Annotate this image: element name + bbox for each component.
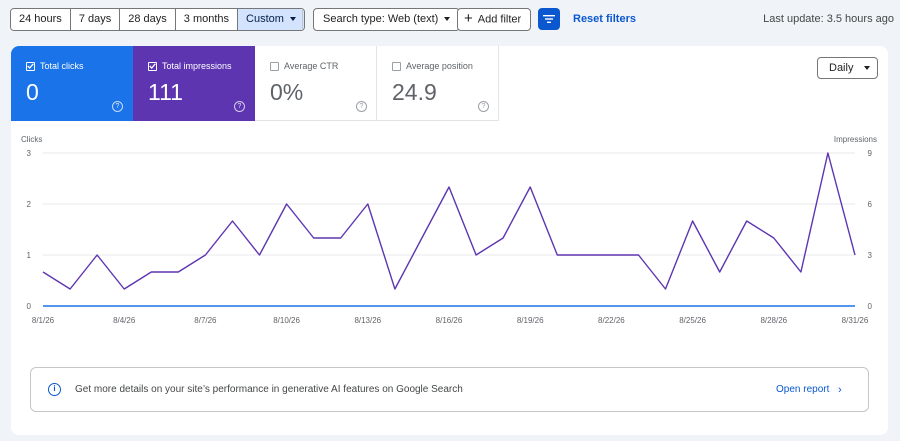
y-right-tick-label: 0 [868,302,873,311]
x-tick-label: 8/13/26 [354,316,381,325]
metric-average-position[interactable]: Average position 24.9 ? [377,46,499,121]
metric-total-impressions[interactable]: Total impressions 111 ? [133,46,255,121]
reset-filters-link[interactable]: Reset filters [573,13,636,25]
add-filter-button[interactable]: + Add filter [457,8,532,31]
range-custom-button[interactable]: Custom [238,9,304,30]
caret-down-icon [289,17,296,22]
metric-label: Average CTR [284,61,339,71]
x-tick-label: 8/10/26 [273,316,300,325]
search-type-label: Search type: Web (text) [323,13,439,25]
metric-header: Total impressions [148,61,232,71]
x-tick-label: 8/1/26 [32,316,55,325]
checkbox-checked-icon[interactable] [148,61,157,71]
metric-label: Total clicks [40,61,84,71]
metric-value: 0% [270,79,304,105]
range-3-months-button[interactable]: 3 months [175,9,239,30]
granularity-dropdown[interactable]: Daily [817,57,878,79]
metric-average-ctr[interactable]: Average CTR 0% ? [255,46,377,121]
checkbox-checked-icon[interactable] [26,61,35,71]
x-tick-label: 8/31/26 [842,316,869,325]
y-right-tick-label: 6 [868,200,873,209]
x-tick-label: 8/7/26 [194,316,217,325]
x-tick-label: 8/16/26 [436,316,463,325]
filter-icon [543,15,555,23]
caret-down-icon [864,66,870,70]
metric-total-clicks[interactable]: Total clicks 0 ? [11,46,133,121]
plus-icon: + [464,10,473,27]
add-filter-label: Add filter [477,13,522,26]
banner-text: Get more details on your site’s performa… [75,384,463,395]
checkbox-unchecked-icon[interactable] [392,61,401,71]
range-28-days-button[interactable]: 28 days [120,9,176,30]
metric-header: Average CTR [270,61,338,71]
x-tick-label: 8/19/26 [517,316,544,325]
performance-chart: Clicks Impressions 0 1 2 3 0 3 6 9 8/1/26 8/4/26 8/7… [21,135,877,325]
help-icon[interactable]: ? [112,101,123,112]
metric-header: Total clicks [26,61,84,71]
toolbar: 24 hours 7 days 28 days 3 months Custom … [0,0,900,40]
help-icon[interactable]: ? [356,101,367,112]
open-report-link[interactable]: Open report [776,384,830,395]
metric-value: 24.9 [392,79,437,105]
toolbar-divider [302,9,303,30]
x-tick-label: 8/25/26 [679,316,706,325]
y-left-tick-label: 2 [27,200,32,209]
granularity-label: Daily [829,62,854,74]
performance-card: Total clicks 0 ? Total impressions 111 ?… [11,46,888,435]
metric-value: 0 [26,79,39,105]
checkbox-unchecked-icon[interactable] [270,61,279,71]
metric-header: Average position [392,61,473,71]
range-24-hours-button[interactable]: 24 hours [11,9,71,30]
last-update-text: Last update: 3.5 hours ago [763,13,894,25]
x-tick-label: 8/28/26 [760,316,787,325]
range-custom-label: Custom [246,13,284,25]
y-axis-left-label: Clicks [21,135,42,144]
y-left-tick-label: 3 [27,149,32,158]
date-range-selector: 24 hours 7 days 28 days 3 months Custom [10,8,305,31]
caret-down-icon [444,17,451,22]
ai-features-banner: i Get more details on your site’s perfor… [30,367,869,412]
x-tick-label: 8/22/26 [598,316,625,325]
range-7-days-button[interactable]: 7 days [70,9,121,30]
y-axis-right-label: Impressions [834,135,877,144]
metric-label: Average position [406,61,473,71]
y-left-tick-label: 1 [27,251,32,260]
help-icon[interactable]: ? [234,101,245,112]
impressions-series-line [42,152,856,290]
info-icon: i [48,383,61,396]
metric-label: Total impressions [162,61,232,71]
y-right-tick-label: 9 [868,149,873,158]
chevron-right-icon[interactable]: › [838,384,842,396]
y-left-tick-label: 0 [27,302,32,311]
filter-button[interactable] [538,8,560,30]
metric-value: 111 [148,79,183,105]
y-right-tick-label: 3 [868,251,873,260]
x-tick-label: 8/4/26 [113,316,136,325]
search-type-dropdown[interactable]: Search type: Web (text) [313,8,461,31]
help-icon[interactable]: ? [478,101,489,112]
